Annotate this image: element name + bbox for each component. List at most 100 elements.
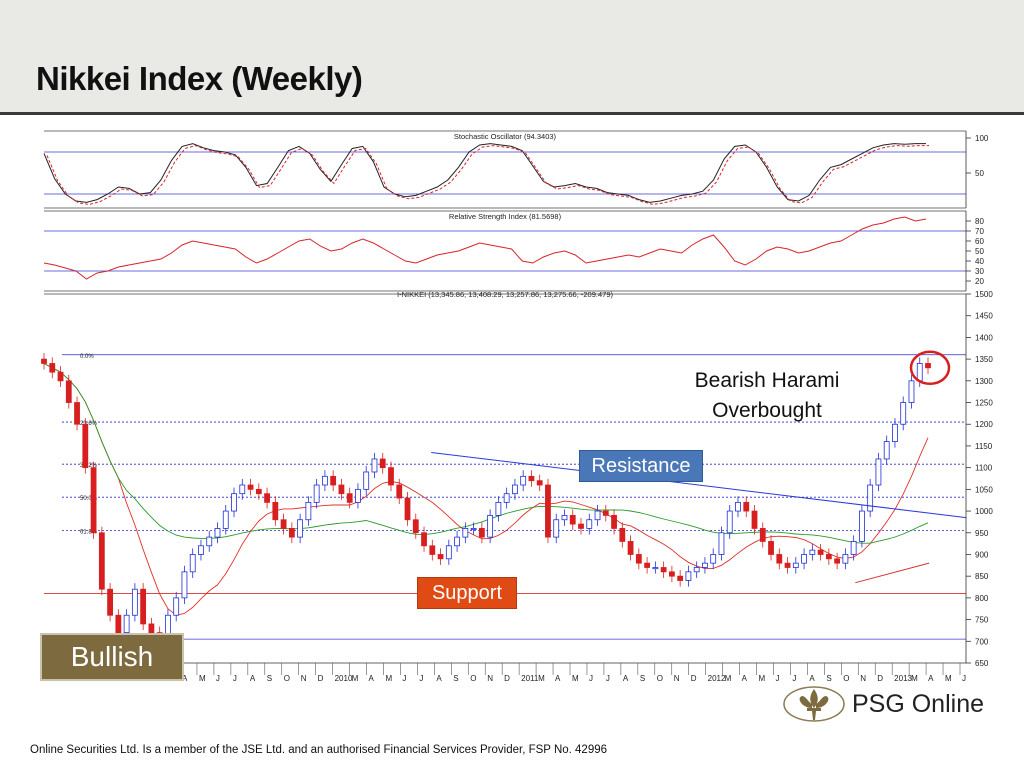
candle-body-19 [198,545,204,555]
x-tick-label-27: S [640,674,645,683]
candle-body-105 [908,380,915,403]
candle-body-62 [553,519,560,538]
x-tick-label-44: A [928,674,934,683]
signal-line [46,145,929,205]
y-tick-label-0-1: 50 [975,169,984,178]
price-y-tick-label-15: 750 [975,616,989,625]
price-y-tick-label-0: 1500 [975,290,993,299]
candle-body-49 [445,545,452,560]
fib-label-3: 50.0% [80,496,98,502]
candle-body-97 [842,554,849,564]
x-tick-label-17: O [470,674,476,683]
support-label: Support [417,577,517,609]
rsi-panel: Relative Strength Index (81.5698) 8070605… [43,210,984,292]
x-tick-label-31: 2012 [708,674,726,683]
candle-body-9 [115,614,122,634]
candle-body-4 [74,402,80,425]
candle-body-12 [140,588,147,625]
candle-body-53 [478,528,485,538]
candle-body-23 [231,493,237,512]
series-line-1 [43,216,927,280]
candle-body-59 [528,475,535,482]
candle-body-18 [189,554,196,573]
candle-body-44 [404,497,411,521]
candle-body-50 [454,536,460,547]
moving-average-slow [43,363,929,544]
candle-body-104 [900,402,907,425]
price-y-tick-label-16: 700 [975,637,989,646]
panel-title-1: Relative Strength Index (81.5698) [449,212,562,221]
y-tick-label-1-4: 40 [975,257,984,266]
candle-body-43 [396,484,403,499]
moving-average-fast [43,363,929,616]
candle-body-5 [82,423,89,469]
fleur-de-lis-icon [783,686,845,722]
x-tick-label-42: 2013 [894,674,912,683]
candle-body-27 [264,493,270,503]
candle-body-26 [255,488,262,495]
candle-body-6 [90,467,97,534]
harami-line-2: Overbought [712,399,822,422]
x-tick-label-12: M [385,674,392,683]
axis-layer: A M J J A S O N D 2010 M A M J J A S O N D 2011 M A M J J A S O N D 201… [44,662,966,683]
footer-disclaimer: Online Securities Ltd. Is a member of th… [30,744,608,756]
x-tick-label-11: A [369,674,375,683]
candle-body-102 [883,441,890,460]
price-y-tick-label-4: 1300 [975,377,993,386]
candle-body-99 [859,510,865,542]
candle-body-94 [817,549,824,555]
y-tick-label-1-5: 30 [975,267,984,276]
candle-body-29 [280,519,287,529]
candle-body-65 [578,523,584,529]
x-tick-label-25: J [606,674,610,683]
price-y-tick-label-8: 1100 [975,464,993,473]
x-tick-label-22: A [555,674,561,683]
price-y-tick-label-13: 850 [975,572,989,581]
x-tick-label-7: N [301,674,307,683]
x-tick-label-16: S [453,674,458,683]
candle-body-106 [916,363,923,382]
candle-body-39 [363,471,370,490]
candle-body-63 [561,514,568,521]
x-tick-label-13: J [402,674,406,683]
page-title: Nikkei Index (Weekly) [36,60,363,97]
candle-body-61 [545,484,551,538]
candle-body-90 [784,562,791,568]
candle-body-32 [305,501,312,521]
bullish-label: Bullish [40,633,184,681]
x-tick-label-46: J [962,674,966,683]
candle-body-67 [594,510,601,521]
x-tick-label-32: M [725,674,732,683]
candle-body-74 [652,567,659,570]
candle-body-11 [131,588,138,616]
resistance-label: Resistance [579,450,703,482]
candle-body-68 [602,510,609,516]
y-tick-label-1-1: 70 [975,227,984,236]
price-panel-title: I-NIKKEI (13,345.86, 13,408.29, 13,257.8… [397,290,613,299]
candle-body-92 [801,554,807,564]
candle-body-93 [809,549,816,555]
candle-body-64 [569,514,576,525]
candle-body-10 [123,614,130,634]
candle-body-84 [735,501,741,512]
candle-body-34 [321,475,328,486]
candle-body-28 [272,501,279,521]
y-tick-label-1-2: 60 [975,237,984,246]
candle-body-30 [288,528,295,538]
header-rule [0,112,1024,115]
y-tick-label-1-6: 20 [975,277,984,286]
price-y-tick-label-3: 1350 [975,355,993,364]
x-tick-label-28: O [657,674,663,683]
support-trendline [855,562,930,584]
price-y-tick-label-5: 1250 [975,399,993,408]
price-y-tick-label-6: 1200 [975,420,993,429]
candle-body-25 [247,484,254,490]
candle-body-17 [181,571,188,599]
candle-body-73 [644,562,651,568]
candle-body-57 [512,484,518,495]
x-tick-label-35: J [775,674,779,683]
candle-body-54 [487,514,494,538]
x-tick-label-40: N [860,674,866,683]
candle-body-41 [379,458,386,469]
price-y-tick-label-17: 650 [975,659,989,668]
